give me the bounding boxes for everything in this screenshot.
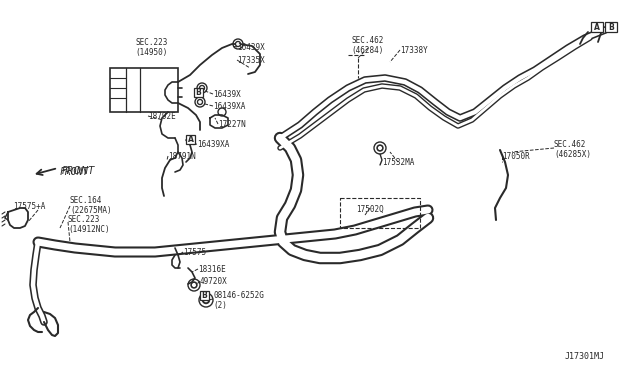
- Text: J17301MJ: J17301MJ: [565, 352, 605, 361]
- Text: 49720X: 49720X: [200, 277, 228, 286]
- Circle shape: [237, 43, 239, 45]
- Circle shape: [198, 99, 202, 105]
- Bar: [186, 135, 195, 144]
- Text: FRONT: FRONT: [60, 167, 90, 177]
- Text: 17338Y: 17338Y: [400, 46, 428, 55]
- Text: 18792E: 18792E: [148, 112, 176, 121]
- Text: SEC.223
(14912NC): SEC.223 (14912NC): [68, 215, 109, 234]
- Text: B: B: [202, 291, 207, 300]
- Text: 17502Q: 17502Q: [356, 205, 384, 214]
- Text: 17575: 17575: [183, 248, 206, 257]
- Text: 17050R: 17050R: [502, 152, 530, 161]
- Circle shape: [191, 282, 197, 288]
- Text: 17575+A: 17575+A: [13, 202, 45, 211]
- Text: A: A: [188, 135, 193, 144]
- Bar: [110, 68, 178, 112]
- Text: 17227N: 17227N: [218, 120, 246, 129]
- Circle shape: [193, 283, 195, 286]
- Circle shape: [236, 42, 241, 46]
- Text: SEC.223
(14950): SEC.223 (14950): [136, 38, 168, 57]
- Bar: [605, 22, 617, 32]
- Bar: [340, 198, 420, 228]
- Text: 16439XA: 16439XA: [213, 102, 245, 111]
- Text: SEC.164
(22675MA): SEC.164 (22675MA): [70, 196, 111, 215]
- Circle shape: [202, 296, 209, 304]
- Circle shape: [201, 87, 203, 89]
- Circle shape: [379, 147, 381, 149]
- Text: 08146-6252G
(2): 08146-6252G (2): [213, 291, 264, 310]
- Bar: [591, 22, 603, 32]
- Text: 16439X: 16439X: [213, 90, 241, 99]
- Text: B: B: [608, 22, 614, 32]
- Text: 18791N: 18791N: [168, 152, 196, 161]
- Circle shape: [199, 101, 201, 103]
- Circle shape: [377, 145, 383, 151]
- Circle shape: [200, 86, 205, 90]
- Text: 17335X: 17335X: [237, 56, 265, 65]
- Bar: [194, 88, 203, 97]
- Text: A: A: [594, 22, 600, 32]
- Circle shape: [204, 298, 207, 302]
- Text: SEC.462
(46285X): SEC.462 (46285X): [554, 140, 591, 159]
- Bar: [200, 291, 209, 300]
- Text: 16439X: 16439X: [237, 43, 265, 52]
- Text: FRONT: FRONT: [62, 166, 95, 176]
- Text: 17532MA: 17532MA: [382, 158, 414, 167]
- Text: B: B: [196, 88, 202, 97]
- Text: SEC.462
(46284): SEC.462 (46284): [352, 36, 384, 55]
- Text: 18316E: 18316E: [198, 265, 226, 274]
- Text: 16439XA: 16439XA: [197, 140, 229, 149]
